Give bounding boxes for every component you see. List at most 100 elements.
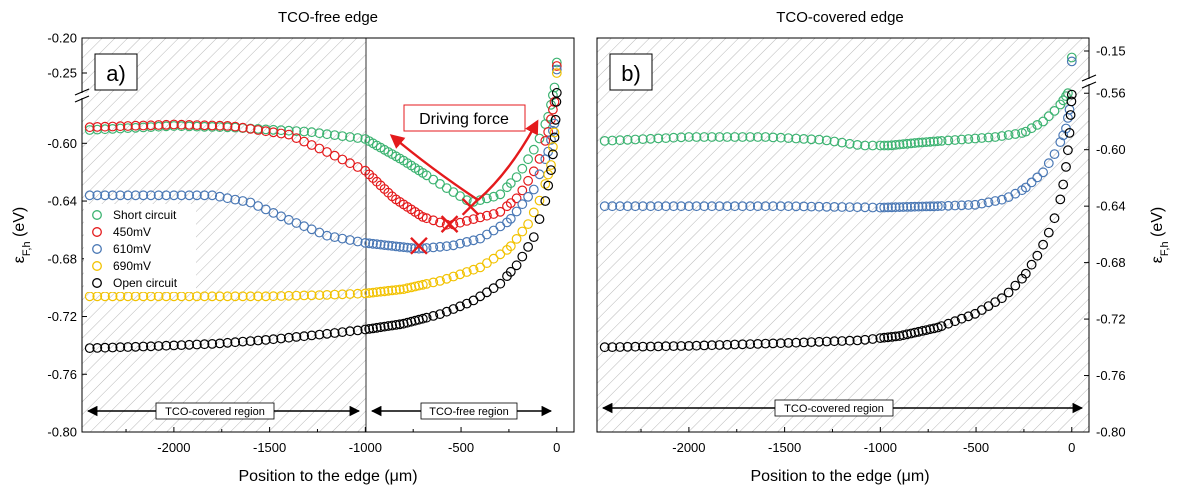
data-point bbox=[482, 193, 492, 204]
data-point bbox=[837, 202, 847, 212]
data-point bbox=[153, 190, 164, 201]
data-point bbox=[890, 331, 901, 342]
data-point bbox=[337, 154, 348, 165]
x-tick-label: -1500 bbox=[768, 440, 801, 455]
data-point bbox=[550, 114, 561, 125]
data-point bbox=[791, 201, 801, 212]
data-point bbox=[543, 180, 554, 191]
data-point bbox=[729, 132, 740, 142]
data-point bbox=[428, 242, 439, 253]
data-point bbox=[615, 201, 625, 212]
data-point bbox=[329, 289, 340, 300]
data-point bbox=[391, 241, 401, 252]
data-point bbox=[402, 283, 413, 294]
data-point bbox=[468, 235, 479, 246]
data-point bbox=[886, 202, 897, 213]
data-point bbox=[1032, 119, 1043, 130]
data-point bbox=[421, 213, 432, 224]
data-point bbox=[668, 201, 679, 212]
data-point bbox=[551, 57, 562, 68]
data-point bbox=[253, 291, 264, 302]
data-point bbox=[100, 190, 110, 201]
data-point bbox=[806, 134, 817, 145]
panel-a-label: a) bbox=[106, 61, 126, 86]
data-point bbox=[345, 326, 355, 337]
data-point bbox=[528, 184, 539, 195]
y-tick-label: -0.20 bbox=[47, 31, 77, 46]
panel-b-hatched-region bbox=[597, 38, 1089, 432]
data-point bbox=[921, 137, 932, 148]
data-point bbox=[867, 140, 878, 151]
panel-b-tco-covered-edge: TCO-covered edge -2000 -1500 -1000 -500 0 -0.… bbox=[596, 9, 1171, 485]
data-point bbox=[435, 241, 445, 252]
series-open-circuit bbox=[84, 87, 562, 354]
data-point bbox=[314, 329, 325, 340]
data-point bbox=[729, 201, 740, 212]
legend-label: 450mV bbox=[113, 225, 151, 239]
data-point bbox=[768, 201, 778, 212]
data-point bbox=[737, 201, 748, 212]
data-point bbox=[115, 190, 126, 201]
data-point bbox=[925, 324, 935, 335]
data-point bbox=[398, 242, 409, 253]
data-point bbox=[909, 201, 920, 212]
data-point bbox=[199, 190, 210, 201]
data-point bbox=[505, 241, 516, 252]
data-point bbox=[913, 201, 924, 212]
data-point bbox=[1058, 179, 1069, 190]
data-point bbox=[299, 290, 310, 301]
data-point bbox=[138, 190, 149, 201]
data-point bbox=[752, 132, 763, 142]
data-point bbox=[329, 150, 340, 161]
data-point bbox=[943, 135, 954, 146]
data-point bbox=[145, 120, 156, 131]
tco-covered-region-label: TCO-covered region bbox=[165, 406, 265, 418]
data-point bbox=[394, 241, 405, 252]
data-point bbox=[488, 209, 499, 219]
data-point bbox=[375, 286, 386, 297]
data-point bbox=[622, 134, 633, 145]
data-point bbox=[214, 191, 225, 202]
data-point bbox=[963, 200, 974, 210]
data-point bbox=[130, 120, 141, 131]
data-point bbox=[314, 128, 325, 139]
data-point bbox=[245, 291, 256, 302]
data-point bbox=[176, 119, 187, 130]
data-point bbox=[517, 163, 528, 174]
data-point bbox=[306, 127, 317, 138]
data-point bbox=[630, 201, 641, 212]
data-point bbox=[475, 212, 486, 223]
data-point bbox=[1020, 126, 1031, 137]
data-point bbox=[943, 200, 954, 211]
data-point bbox=[394, 319, 405, 330]
data-point bbox=[368, 287, 378, 298]
data-point bbox=[345, 158, 355, 169]
data-point bbox=[375, 322, 386, 333]
data-point bbox=[461, 236, 472, 247]
data-point bbox=[548, 104, 558, 115]
y-tick-label: -0.56 bbox=[1096, 86, 1126, 101]
data-point bbox=[230, 194, 241, 205]
panel-a-axes: -2000 -1500 -1000 -500 0 -0.20 -0.25 -0.60 -0.64… bbox=[47, 31, 560, 456]
data-point bbox=[983, 132, 994, 143]
data-point bbox=[482, 210, 492, 221]
data-point bbox=[421, 279, 432, 289]
data-point bbox=[783, 201, 794, 212]
data-point bbox=[84, 122, 95, 133]
data-point bbox=[207, 291, 218, 302]
data-point bbox=[997, 293, 1007, 304]
panel-a-tco-free-edge: TCO-free edge -2000 -1500 -1000 -500 0-0.20-… bbox=[11, 9, 575, 485]
data-point bbox=[936, 321, 947, 332]
data-point bbox=[364, 324, 375, 334]
y-tick-label: -0.25 bbox=[47, 66, 77, 81]
data-point bbox=[844, 138, 855, 149]
data-point bbox=[314, 290, 325, 301]
data-point bbox=[383, 321, 394, 331]
data-point bbox=[929, 136, 939, 147]
data-point bbox=[783, 133, 794, 144]
data-point bbox=[684, 201, 694, 212]
data-point bbox=[883, 202, 893, 213]
data-point bbox=[1003, 287, 1014, 298]
data-point bbox=[622, 341, 633, 352]
data-point bbox=[894, 331, 905, 341]
